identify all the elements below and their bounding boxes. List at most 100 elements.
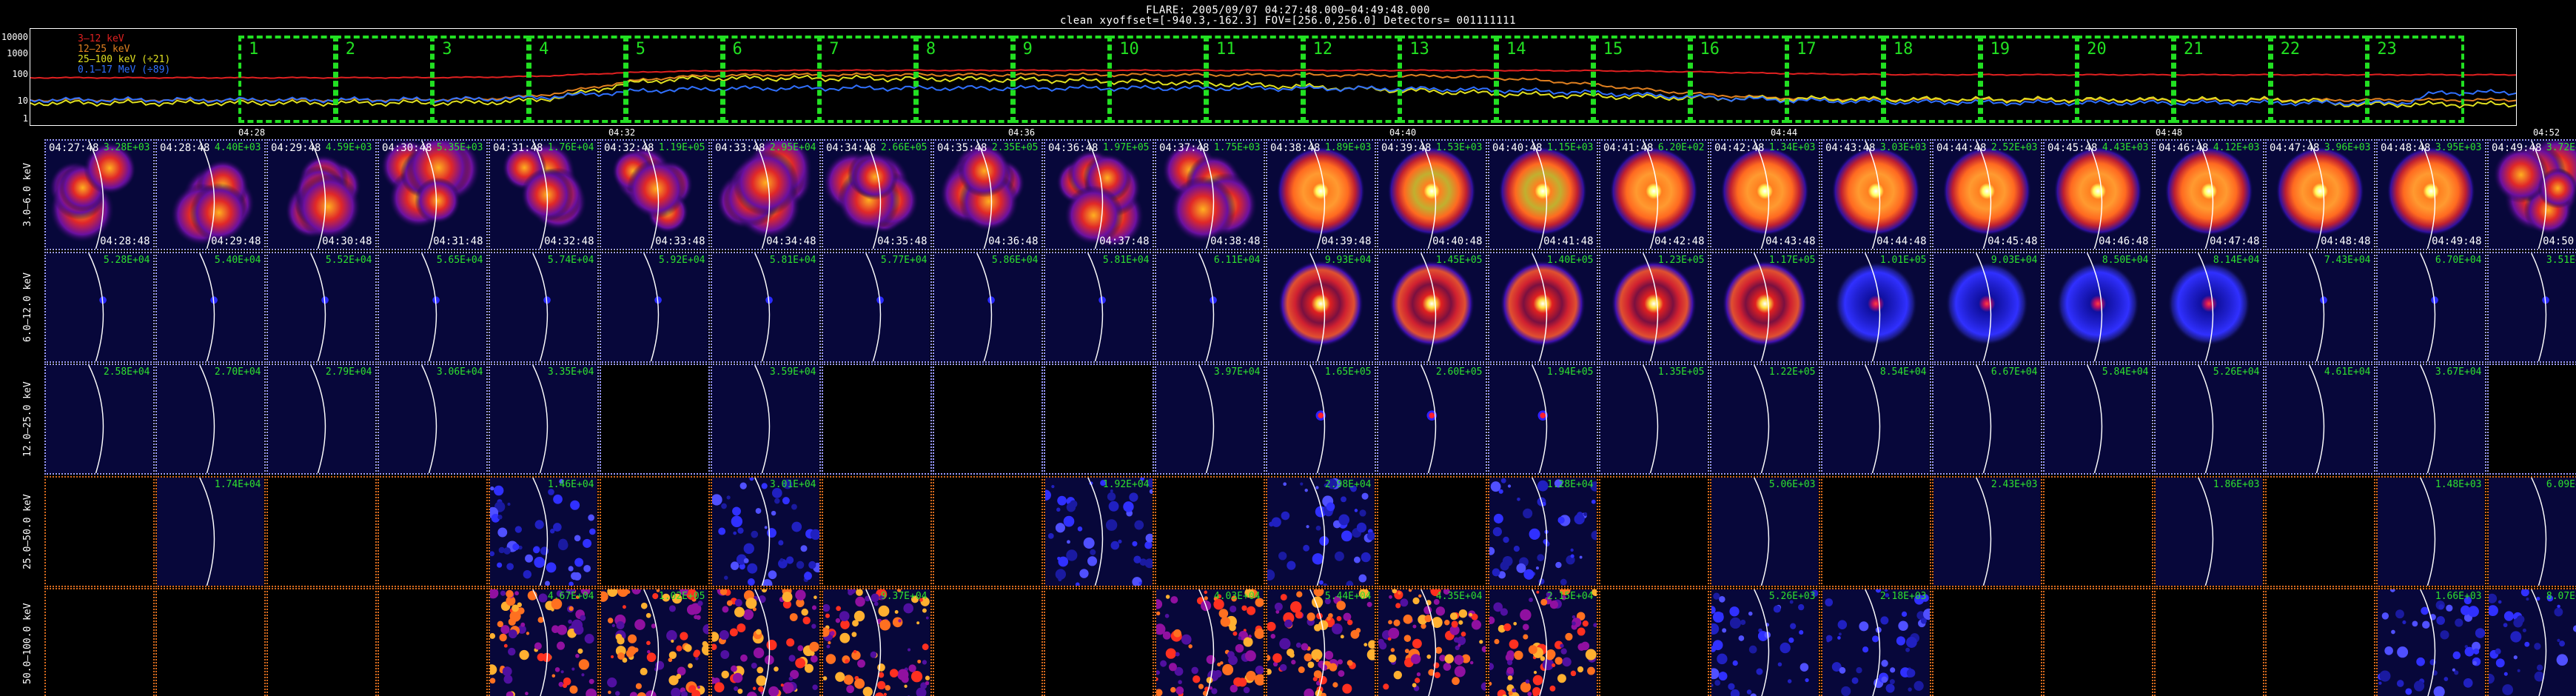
image-cell[interactable] <box>44 475 155 587</box>
image-cell[interactable]: 1.66E+03 <box>2376 588 2486 696</box>
time-interval-box[interactable]: 2 <box>335 36 433 123</box>
image-cell[interactable]: 5.35E+03 04:30:48 04:31:48 <box>378 139 488 250</box>
image-cell[interactable]: 5.28E+04 <box>44 251 155 363</box>
image-cell[interactable] <box>2487 364 2576 475</box>
image-cell[interactable]: 2.79E+04 <box>266 364 377 475</box>
image-cell[interactable] <box>1155 475 1265 587</box>
image-cell[interactable]: 1.40E+05 <box>1488 251 1598 363</box>
image-cell[interactable]: 2.43E+03 <box>1932 475 2042 587</box>
image-cell[interactable]: 9.93E+04 <box>1266 251 1376 363</box>
image-cell[interactable]: 1.48E+03 <box>2376 475 2486 587</box>
image-cell[interactable] <box>2043 588 2153 696</box>
image-cell[interactable]: 1.53E+03 04:39:48 04:40:48 <box>1377 139 1487 250</box>
image-cell[interactable]: 6.09E+02 <box>2487 475 2576 587</box>
image-cell[interactable]: 8.50E+04 <box>2043 251 2153 363</box>
image-cell[interactable]: 5.74E+04 <box>489 251 599 363</box>
image-cell[interactable]: 1.92E+04 <box>1044 475 1154 587</box>
time-interval-box[interactable]: 8 <box>915 36 1013 123</box>
image-cell[interactable]: 6.70E+04 <box>2376 251 2486 363</box>
image-cell[interactable] <box>378 475 488 587</box>
image-cell[interactable] <box>2043 475 2153 587</box>
image-cell[interactable] <box>2265 588 2375 696</box>
time-interval-box[interactable]: 21 <box>2173 36 2271 123</box>
image-cell[interactable] <box>155 588 266 696</box>
image-cell[interactable] <box>1044 588 1154 696</box>
time-interval-box[interactable]: 12 <box>1302 36 1401 123</box>
image-cell[interactable] <box>1599 475 1709 587</box>
image-cell[interactable]: 3.97E+04 <box>1155 364 1265 475</box>
image-cell[interactable]: 4.40E+03 04:28:48 04:29:48 <box>155 139 266 250</box>
image-cell[interactable] <box>266 475 377 587</box>
time-interval-box[interactable]: 11 <box>1206 36 1304 123</box>
image-cell[interactable]: 3.59E+04 <box>711 364 821 475</box>
image-cell[interactable]: 2.58E+04 <box>44 364 155 475</box>
image-cell[interactable]: 5.40E+04 <box>155 251 266 363</box>
image-cell[interactable]: 2.98E+04 <box>1266 475 1376 587</box>
image-cell[interactable]: 5.84E+04 <box>2043 364 2153 475</box>
time-interval-box[interactable]: 23 <box>2367 36 2465 123</box>
image-cell[interactable]: 1.22E+05 <box>1710 364 1820 475</box>
image-cell[interactable]: 5.44E+04 <box>1266 588 1376 696</box>
image-cell[interactable]: 5.26E+03 <box>1710 588 1820 696</box>
image-cell[interactable]: 2.35E+05 04:35:48 04:36:48 <box>933 139 1043 250</box>
image-cell[interactable]: 2.18E+03 <box>1821 588 1931 696</box>
time-interval-box[interactable]: 4 <box>529 36 627 123</box>
image-cell[interactable]: 4.12E+03 04:46:48 04:47:48 <box>2154 139 2264 250</box>
image-cell[interactable]: 5.77E+04 <box>822 251 932 363</box>
image-cell[interactable] <box>933 588 1043 696</box>
time-interval-box[interactable]: 1 <box>238 36 336 123</box>
image-cell[interactable] <box>378 588 488 696</box>
image-cell[interactable]: 1.45E+05 <box>1377 251 1487 363</box>
image-cell[interactable]: 3.06E+04 <box>378 364 488 475</box>
image-cell[interactable]: 2.52E+03 04:44:48 04:45:48 <box>1932 139 2042 250</box>
image-cell[interactable]: 8.07E+02 <box>2487 588 2576 696</box>
image-cell[interactable] <box>933 364 1043 475</box>
image-cell[interactable]: 1.89E+03 04:38:48 04:39:48 <box>1266 139 1376 250</box>
image-cell[interactable] <box>1932 588 2042 696</box>
image-cell[interactable]: 1.34E+03 04:42:48 04:43:48 <box>1710 139 1820 250</box>
image-cell[interactable] <box>822 364 932 475</box>
time-interval-box[interactable]: 17 <box>1786 36 1885 123</box>
image-cell[interactable]: 5.26E+04 <box>2154 364 2264 475</box>
image-cell[interactable]: 2.60E+05 <box>1377 364 1487 475</box>
image-cell[interactable]: 3.72E+03 04:49:48 04:50:20 <box>2487 139 2576 250</box>
image-cell[interactable]: 5.81E+04 <box>1044 251 1154 363</box>
image-cell[interactable]: 4.43E+03 04:45:48 04:46:48 <box>2043 139 2153 250</box>
time-interval-box[interactable]: 5 <box>625 36 723 123</box>
image-cell[interactable]: 5.92E+04 <box>600 251 710 363</box>
image-cell[interactable]: 1.75E+03 04:37:48 04:38:48 <box>1155 139 1265 250</box>
image-cell[interactable]: 2.70E+04 <box>155 364 266 475</box>
image-cell[interactable]: 7.43E+04 <box>2265 251 2375 363</box>
image-cell[interactable]: 2.66E+05 04:34:48 04:35:48 <box>822 139 932 250</box>
image-cell[interactable]: 1.65E+05 <box>1266 364 1376 475</box>
image-cell[interactable]: 3.01E+04 <box>711 475 821 587</box>
image-cell[interactable] <box>266 588 377 696</box>
image-cell[interactable]: 5.65E+04 <box>378 251 488 363</box>
image-cell[interactable] <box>2265 475 2375 587</box>
image-cell[interactable]: 1.28E+04 <box>1488 475 1598 587</box>
image-cell[interactable]: 1.17E+05 <box>1710 251 1820 363</box>
image-cell[interactable]: 3.95E+03 04:48:48 04:49:48 <box>2376 139 2486 250</box>
image-cell[interactable]: 4.67E+04 <box>489 588 599 696</box>
time-interval-box[interactable]: 15 <box>1592 36 1691 123</box>
image-cell[interactable]: 1.74E+04 <box>155 475 266 587</box>
image-cell[interactable]: 1.97E+05 04:36:48 04:37:48 <box>1044 139 1154 250</box>
image-cell[interactable] <box>600 364 710 475</box>
image-cell[interactable]: 3.28E+03 04:27:48 04:28:48 <box>44 139 155 250</box>
image-cell[interactable]: 6.11E+04 <box>1155 251 1265 363</box>
time-interval-box[interactable]: 10 <box>1109 36 1207 123</box>
image-cell[interactable]: 3.03E+03 04:43:48 04:44:48 <box>1821 139 1931 250</box>
image-cell[interactable]: 1.46E+04 <box>489 475 599 587</box>
image-cell[interactable] <box>933 475 1043 587</box>
time-interval-box[interactable]: 6 <box>722 36 820 123</box>
image-cell[interactable]: 3.96E+03 04:47:48 04:48:48 <box>2265 139 2375 250</box>
time-interval-box[interactable]: 9 <box>1012 36 1110 123</box>
image-cell[interactable]: 1.02E+05 <box>600 588 710 696</box>
image-cell[interactable] <box>1821 475 1931 587</box>
image-cell[interactable]: 5.81E+04 <box>711 251 821 363</box>
image-cell[interactable]: 5.52E+04 <box>266 251 377 363</box>
image-cell[interactable]: 4.61E+04 <box>2265 364 2375 475</box>
image-cell[interactable]: 5.86E+04 <box>933 251 1043 363</box>
image-cell[interactable]: 6.20E+02 04:41:48 04:42:48 <box>1599 139 1709 250</box>
time-interval-box[interactable]: 3 <box>432 36 530 123</box>
